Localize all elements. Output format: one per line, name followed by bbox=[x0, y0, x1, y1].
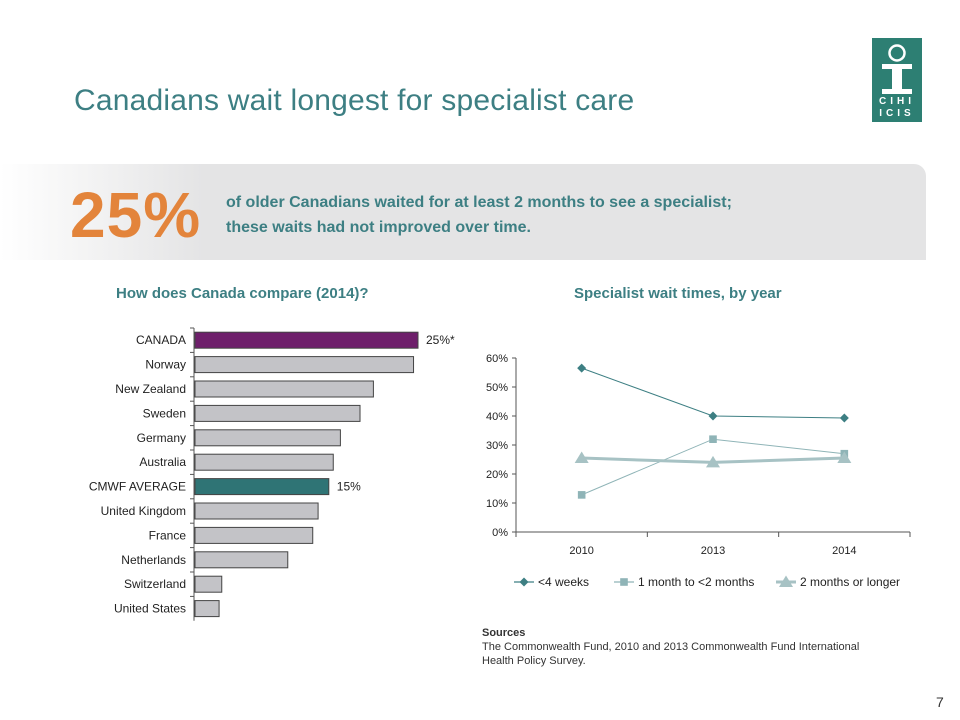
bar bbox=[194, 356, 415, 374]
data-point bbox=[577, 363, 587, 373]
series-line bbox=[581, 367, 845, 419]
bar bbox=[194, 331, 419, 349]
logo-i-glyph bbox=[882, 44, 912, 94]
bar bbox=[194, 478, 330, 496]
y-tick-label: 20% bbox=[486, 469, 508, 481]
sources-heading: Sources bbox=[482, 627, 526, 639]
bar-category-label: CMWF AVERAGE bbox=[89, 480, 186, 494]
y-tick-label: 40% bbox=[486, 411, 508, 423]
bar bbox=[194, 453, 334, 471]
slide-title: Canadians wait longest for specialist ca… bbox=[74, 84, 635, 117]
bar-category-label: CANADA bbox=[136, 333, 186, 347]
highlight-text: of older Canadians waited for at least 2… bbox=[226, 190, 886, 240]
page-number: 7 bbox=[936, 694, 944, 710]
bar-chart-svg: CANADA 25%* Norway New Zealand Sweden Germany… bbox=[89, 327, 455, 621]
data-point bbox=[709, 435, 717, 443]
sources: Sources The Commonwealth Fund, 2010 and … bbox=[482, 626, 942, 668]
legend-label: 2 months or longer bbox=[800, 575, 900, 589]
bar-category-label: Australia bbox=[139, 455, 186, 469]
bar-category-label: Germany bbox=[137, 431, 186, 445]
bar bbox=[194, 526, 314, 544]
bar-category-label: Norway bbox=[145, 358, 186, 372]
bar bbox=[194, 404, 361, 422]
bar-data-label: 15% bbox=[337, 480, 361, 494]
bar-chart: CANADA 25%* Norway New Zealand Sweden Germany… bbox=[40, 320, 480, 630]
line-chart: 0% 10% 20% 30% 40% 50% 60% 2010 2013 2014 <4 weeks… bbox=[470, 340, 940, 610]
bar-category-label: Sweden bbox=[143, 406, 186, 420]
data-point bbox=[574, 451, 589, 464]
data-point bbox=[839, 413, 849, 423]
x-tick-label: 2014 bbox=[832, 545, 856, 557]
bar-category-label: United Kingdom bbox=[101, 504, 186, 518]
y-tick-label: 50% bbox=[486, 382, 508, 394]
y-tick-label: 10% bbox=[486, 498, 508, 510]
sources-line2: Health Policy Survey. bbox=[482, 655, 586, 667]
bar bbox=[194, 380, 374, 398]
legend-label: <4 weeks bbox=[538, 575, 589, 589]
bar-category-label: Switzerland bbox=[124, 577, 186, 591]
bar-category-label: New Zealand bbox=[115, 382, 186, 396]
bar-category-label: France bbox=[149, 528, 187, 542]
logo-text-line1: CIHI bbox=[879, 96, 915, 107]
bar-category-label: United States bbox=[114, 602, 186, 616]
bar bbox=[194, 551, 289, 569]
logo-text-line2: ICIS bbox=[879, 108, 915, 119]
data-point bbox=[708, 411, 718, 421]
y-tick-label: 60% bbox=[486, 353, 508, 365]
bar-category-label: Netherlands bbox=[121, 553, 186, 567]
highlight-value: 25% bbox=[70, 179, 202, 251]
legend-marker bbox=[620, 578, 628, 586]
y-tick-label: 30% bbox=[486, 440, 508, 452]
bar bbox=[194, 502, 319, 520]
x-tick-label: 2013 bbox=[701, 545, 725, 557]
bar-chart-title: How does Canada compare (2014)? bbox=[116, 285, 369, 302]
line-chart-svg: 0% 10% 20% 30% 40% 50% 60% 2010 2013 2014 <4 weeks… bbox=[486, 353, 911, 589]
legend-label: 1 month to <2 months bbox=[638, 575, 754, 589]
line-chart-title: Specialist wait times, by year bbox=[574, 285, 782, 302]
data-point bbox=[577, 491, 586, 499]
bar bbox=[194, 429, 341, 447]
data-point bbox=[706, 455, 720, 468]
legend-marker bbox=[519, 577, 529, 587]
highlight-banner bbox=[0, 164, 926, 260]
x-tick-label: 2010 bbox=[569, 545, 593, 557]
y-tick-label: 0% bbox=[492, 527, 508, 539]
bar-data-label: 25%* bbox=[426, 333, 455, 347]
bar bbox=[194, 600, 220, 618]
sources-line1: The Commonwealth Fund, 2010 and 2013 Com… bbox=[482, 641, 860, 653]
highlight-text-line1: of older Canadians waited for at least 2… bbox=[226, 194, 732, 211]
bar bbox=[194, 575, 223, 593]
highlight-text-line2: these waits had not improved over time. bbox=[226, 219, 531, 236]
legend-marker bbox=[779, 575, 793, 587]
data-point bbox=[837, 451, 852, 464]
cihi-logo: CIHI ICIS bbox=[872, 38, 922, 122]
